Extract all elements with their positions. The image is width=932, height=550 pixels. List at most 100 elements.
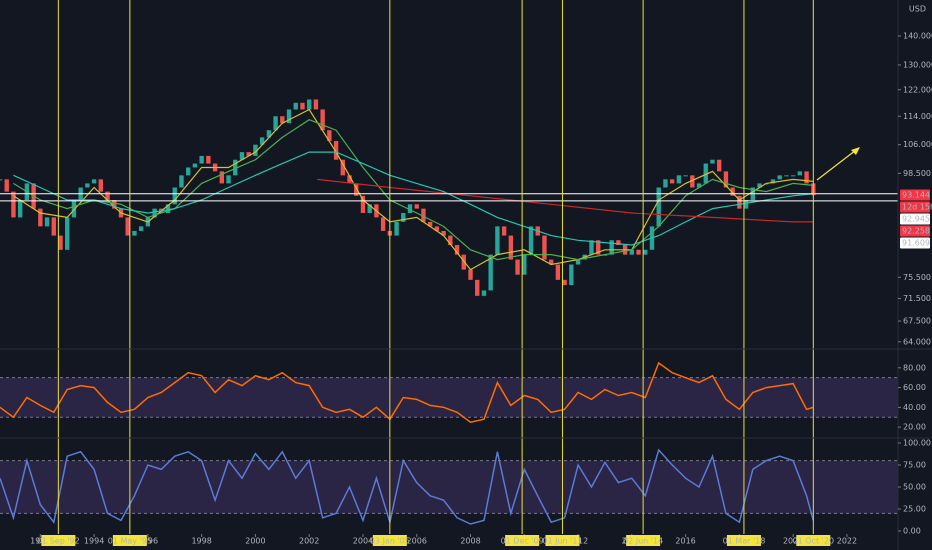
candle bbox=[98, 179, 104, 192]
candle bbox=[367, 204, 372, 213]
candle bbox=[475, 279, 480, 296]
candle bbox=[327, 130, 332, 142]
candle bbox=[239, 152, 245, 160]
candle bbox=[394, 221, 399, 236]
candle bbox=[676, 175, 682, 184]
candle bbox=[313, 99, 319, 110]
candle bbox=[347, 175, 352, 184]
candle bbox=[421, 208, 426, 222]
candle bbox=[206, 155, 211, 164]
candle bbox=[17, 200, 23, 218]
candle bbox=[172, 187, 177, 205]
y-tick-label: 130.000 bbox=[903, 60, 932, 69]
indicator-line bbox=[13, 108, 814, 271]
candle bbox=[790, 175, 796, 177]
candle bbox=[340, 159, 345, 176]
band-fill bbox=[0, 377, 898, 418]
candle bbox=[683, 175, 688, 177]
indicator-line bbox=[0, 361, 814, 424]
y-tick-label: 75.500 bbox=[903, 273, 931, 282]
candle bbox=[636, 249, 641, 255]
candle bbox=[461, 254, 466, 270]
event-label: 01 Jun '11 bbox=[542, 537, 582, 546]
x-tick-label: 2008 bbox=[460, 537, 480, 546]
x-tick-label: 2022 bbox=[837, 537, 857, 546]
y-tick-label: 25.00 bbox=[903, 505, 926, 514]
candle bbox=[112, 200, 117, 209]
candle bbox=[737, 195, 742, 209]
candle bbox=[407, 204, 413, 213]
y-tick-label: 106.000 bbox=[903, 140, 932, 149]
event-label: 01 Mar '18 bbox=[723, 537, 766, 546]
candle bbox=[528, 226, 534, 255]
candle bbox=[468, 269, 473, 280]
candle bbox=[132, 230, 137, 236]
y-tick-label: 80.00 bbox=[903, 363, 926, 372]
candle bbox=[730, 187, 735, 196]
candle bbox=[125, 217, 130, 236]
price-label: 92.258 bbox=[902, 227, 930, 236]
candle bbox=[105, 191, 110, 201]
candle bbox=[743, 200, 749, 209]
price-label-bg bbox=[900, 225, 930, 237]
price-label-bg bbox=[900, 189, 930, 201]
candle bbox=[219, 171, 224, 184]
candle bbox=[663, 179, 668, 188]
event-label-bg bbox=[372, 535, 407, 546]
candle bbox=[515, 259, 520, 275]
candle bbox=[199, 155, 204, 164]
y-tick-label: 140.000 bbox=[903, 31, 932, 40]
candle bbox=[380, 217, 386, 231]
event-label: 03 Jan '05 bbox=[370, 537, 410, 546]
candle bbox=[508, 235, 514, 260]
x-tick-label: 2002 bbox=[299, 537, 319, 546]
x-tick-label: 2020 bbox=[783, 537, 803, 546]
y-tick-label: 40.00 bbox=[903, 403, 926, 412]
candle bbox=[770, 179, 776, 184]
candle bbox=[609, 240, 614, 255]
candle bbox=[481, 290, 487, 296]
price-label-bg bbox=[900, 237, 930, 249]
x-tick-label: 1998 bbox=[191, 537, 211, 546]
x-tick-label: 1996 bbox=[138, 537, 158, 546]
candle bbox=[542, 235, 547, 260]
candle bbox=[629, 249, 635, 255]
event-label-bg bbox=[796, 535, 831, 546]
event-label-bg bbox=[726, 535, 761, 546]
candle bbox=[186, 167, 191, 176]
candle bbox=[266, 130, 272, 138]
x-tick-label: 1994 bbox=[84, 537, 104, 546]
candle bbox=[575, 259, 581, 265]
y-tick-label: 75.00 bbox=[903, 460, 926, 469]
candle bbox=[555, 264, 561, 280]
candle bbox=[690, 175, 695, 188]
candle bbox=[307, 99, 312, 110]
candle bbox=[501, 226, 507, 236]
candle bbox=[696, 183, 702, 188]
candle bbox=[253, 144, 258, 156]
candle bbox=[4, 179, 9, 192]
candle bbox=[286, 109, 292, 124]
event-label: 01 Oct '20 bbox=[793, 537, 834, 546]
plot-layer bbox=[0, 0, 898, 537]
trend-arrow bbox=[816, 147, 860, 181]
y-tick-label: 114.000 bbox=[903, 112, 932, 121]
event-label: 01 Dec '09 bbox=[501, 537, 544, 546]
candle bbox=[596, 240, 601, 255]
price-label: 12d 15h bbox=[902, 203, 932, 212]
price-label: 92.945 bbox=[902, 215, 930, 224]
candle bbox=[522, 254, 527, 275]
candle bbox=[710, 159, 715, 164]
candle bbox=[454, 245, 460, 255]
candle bbox=[179, 175, 184, 188]
event-label-bg bbox=[626, 535, 661, 546]
band-fill bbox=[0, 460, 898, 514]
candle bbox=[333, 141, 339, 160]
event-label: 02 Jun '14 bbox=[623, 537, 663, 546]
candle bbox=[192, 163, 198, 168]
candle bbox=[488, 254, 493, 291]
event-label: 01 Sep '92 bbox=[37, 537, 80, 546]
price-label-bg bbox=[900, 213, 930, 225]
